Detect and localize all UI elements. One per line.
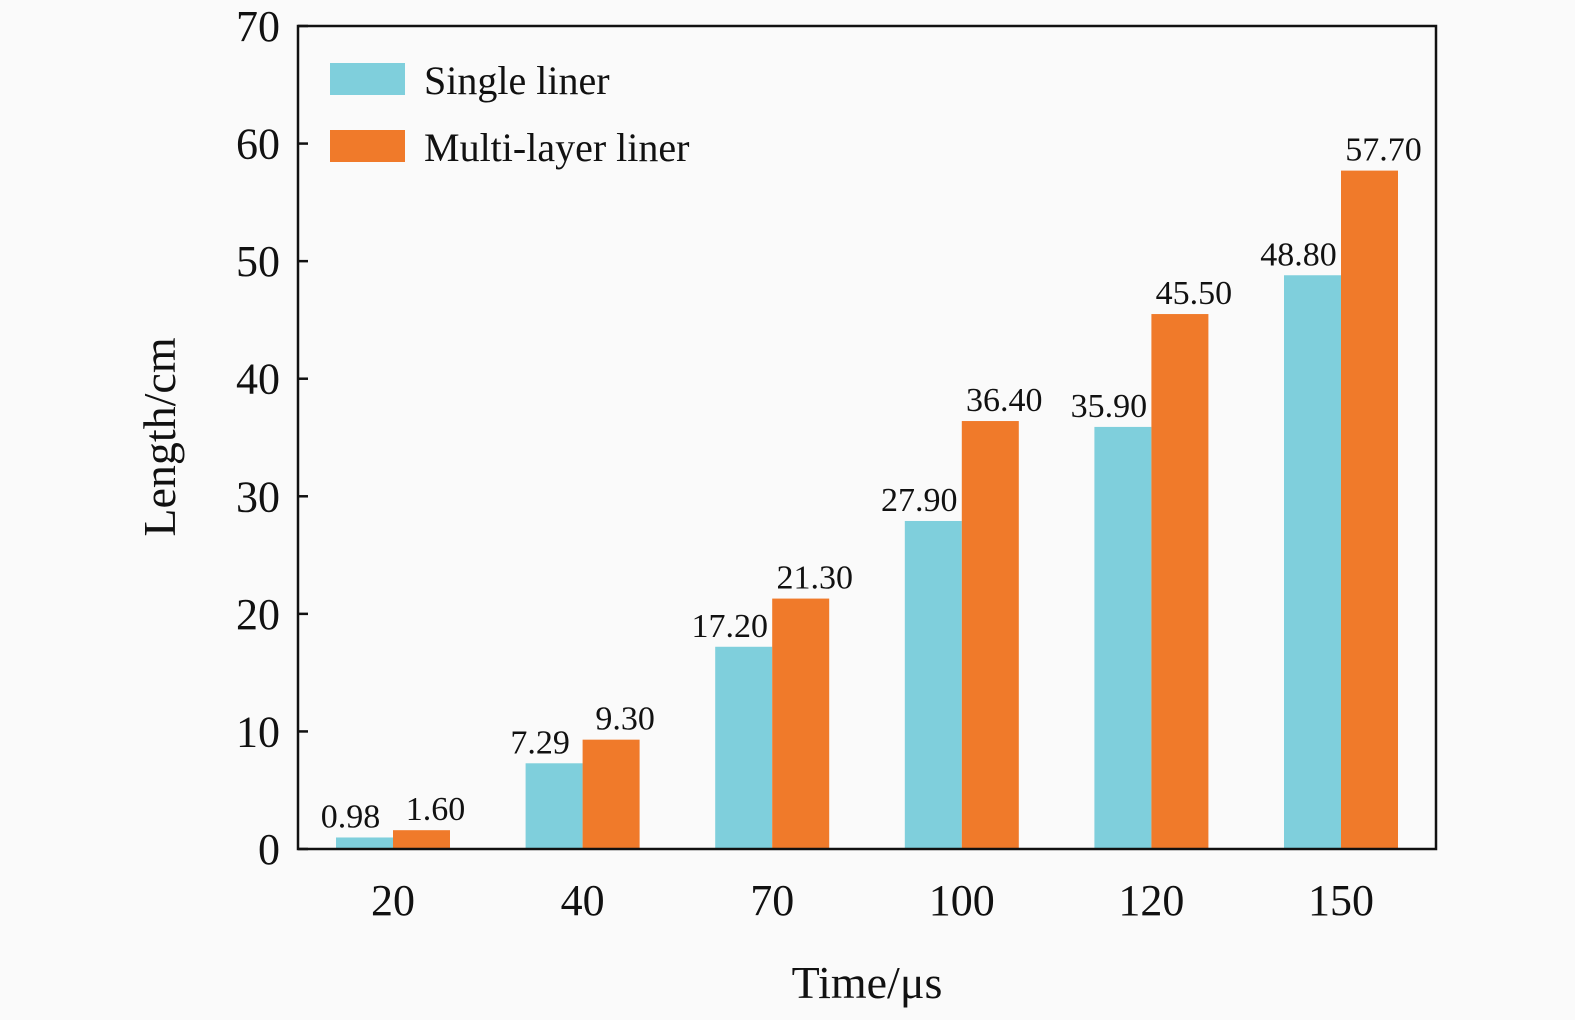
x-tick-label: 150 xyxy=(1308,876,1374,925)
legend-swatch xyxy=(330,63,405,95)
data-label: 36.40 xyxy=(966,382,1043,419)
data-label: 17.20 xyxy=(691,608,768,645)
bar-single-40 xyxy=(525,763,583,849)
x-tick-label: 70 xyxy=(750,876,794,925)
x-tick-label: 20 xyxy=(371,876,415,925)
data-label: 21.30 xyxy=(776,560,853,597)
data-label: 1.60 xyxy=(406,791,466,828)
bar-single-70 xyxy=(715,646,773,849)
x-tick-label: 100 xyxy=(929,876,995,925)
legend-swatch xyxy=(330,130,405,162)
data-label: 7.29 xyxy=(510,724,570,761)
legend-label: Single liner xyxy=(424,58,610,103)
y-tick-label: 20 xyxy=(236,590,280,639)
x-tick-label: 40 xyxy=(561,876,605,925)
y-tick-label: 50 xyxy=(236,237,280,286)
data-label: 9.30 xyxy=(595,701,655,738)
data-label: 45.50 xyxy=(1156,275,1233,312)
y-tick-label: 60 xyxy=(236,120,280,169)
bar-multi-40 xyxy=(582,739,640,849)
x-axis-title: Time/μs xyxy=(792,957,943,1008)
bar-multi-100 xyxy=(961,421,1019,849)
legend: Single liner Multi-layer liner xyxy=(330,58,689,170)
bar-single-100 xyxy=(904,520,962,849)
y-axis-title: Length/cm xyxy=(134,337,185,536)
bar-multi-150 xyxy=(1341,170,1398,849)
x-tick-label: 120 xyxy=(1118,876,1184,925)
bar-multi-70 xyxy=(772,598,830,849)
bar-single-150 xyxy=(1284,275,1341,849)
bar-multi-20 xyxy=(393,830,450,849)
data-label: 48.80 xyxy=(1260,236,1337,273)
y-tick-label: 30 xyxy=(236,472,280,521)
y-tick-label: 40 xyxy=(236,355,280,404)
legend-label: Multi-layer liner xyxy=(424,125,689,170)
data-label: 57.70 xyxy=(1345,132,1422,169)
bar-single-120 xyxy=(1094,426,1152,849)
y-tick-label: 0 xyxy=(258,825,280,874)
bar-single-20 xyxy=(336,837,393,849)
plot-frame xyxy=(296,24,1438,851)
y-tick-label: 70 xyxy=(236,2,280,51)
data-label: 27.90 xyxy=(881,482,958,519)
data-label: 0.98 xyxy=(321,798,381,835)
data-label: 35.90 xyxy=(1071,388,1148,425)
y-tick-label: 10 xyxy=(236,707,280,756)
bar-multi-120 xyxy=(1151,314,1209,849)
